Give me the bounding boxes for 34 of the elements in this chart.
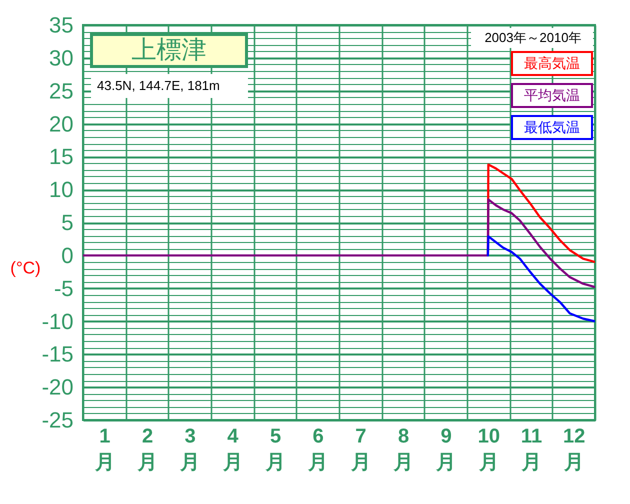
y-tick-label: 25	[49, 78, 74, 104]
x-tick-label: 9 月	[435, 426, 456, 474]
x-tick-label: 7 月	[350, 426, 371, 474]
x-tick-label: 1 月	[94, 426, 115, 474]
text: 43.5N, 144.7E, 181m	[97, 78, 220, 93]
y-tick-label: 35	[49, 12, 74, 38]
x-tick-label: 10 月	[478, 426, 500, 474]
text: 平均気温	[524, 87, 580, 103]
x-tick-label: 2 月	[136, 426, 158, 474]
y-tick-label: 5	[61, 210, 74, 235]
y-tick-label: -25	[42, 408, 74, 432]
title-box: 上標津	[90, 33, 248, 68]
x-tick-label: 3 月	[179, 426, 200, 474]
line-series	[83, 198, 595, 288]
text: 最高気温	[524, 55, 580, 71]
x-tick-label: 5 月	[264, 426, 286, 474]
y-tick-label: -20	[42, 374, 74, 400]
x-tick-label: 12 月	[563, 426, 586, 474]
x-tick-label: 11 月	[520, 426, 542, 474]
y-tick-label: -10	[42, 308, 74, 334]
x-tick-label: 6 月	[307, 426, 328, 474]
line-series	[486, 235, 595, 322]
x-tick-label: 8 月	[392, 426, 414, 474]
y-tick-label: 20	[49, 111, 74, 136]
y-tick-label: -5	[54, 276, 74, 301]
y-tick-label: 0	[61, 242, 74, 268]
y-tick-label: -15	[42, 342, 74, 367]
y-axis-title: (°C)	[10, 258, 41, 278]
y-tick-label: 10	[49, 177, 74, 202]
y-tick-label: 30	[49, 45, 74, 70]
x-tick-label: 4 月	[222, 426, 243, 474]
text: 最低気温	[524, 119, 580, 135]
y-tick-label: 15	[49, 144, 74, 170]
annotation: 2003年～2010年	[484, 30, 582, 45]
